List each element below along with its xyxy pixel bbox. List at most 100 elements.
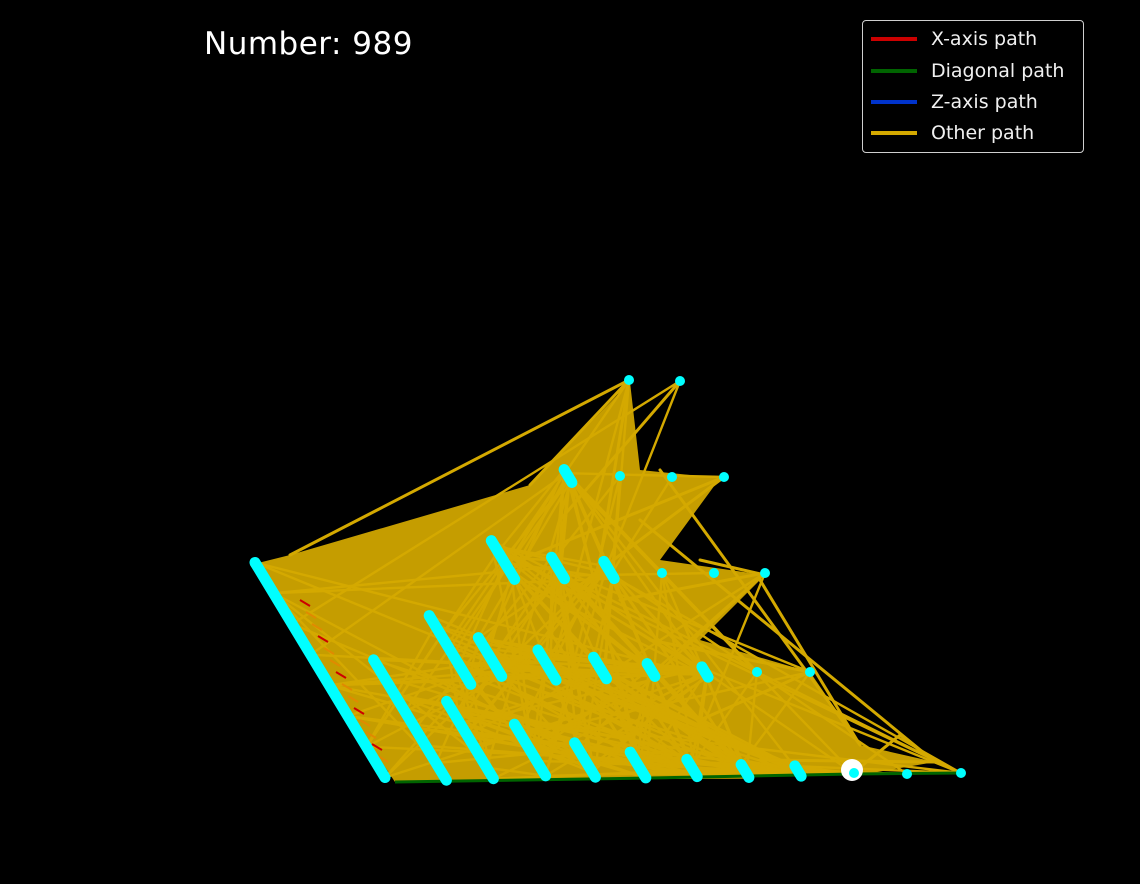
legend-swatch-other bbox=[871, 131, 917, 135]
other-path-edge bbox=[554, 562, 694, 771]
x-axis-path-segment bbox=[347, 695, 359, 703]
other-path-edge bbox=[605, 379, 682, 568]
other-path-edge bbox=[552, 674, 797, 768]
legend-swatch-z-axis bbox=[871, 100, 917, 104]
node-point bbox=[615, 471, 625, 481]
legend-label: Z-axis path bbox=[931, 91, 1038, 113]
node-point bbox=[956, 768, 966, 778]
legend-item-z-axis: Z-axis path bbox=[871, 87, 1038, 117]
other-path-edge bbox=[618, 571, 767, 602]
x-axis-path-segment bbox=[311, 623, 323, 631]
other-path-edge bbox=[457, 561, 506, 666]
node-column bbox=[624, 746, 652, 784]
other-path-edge bbox=[698, 558, 767, 577]
node-markers bbox=[249, 375, 966, 786]
legend-item-other: Other path bbox=[871, 118, 1034, 148]
other-path-edge bbox=[493, 544, 706, 673]
other-path-edge bbox=[561, 571, 716, 577]
node-column bbox=[789, 760, 807, 782]
x-axis-path-segment bbox=[341, 683, 353, 691]
node-column bbox=[532, 644, 562, 686]
other-path-edge bbox=[691, 768, 747, 774]
other-path-edge bbox=[272, 592, 585, 759]
other-path-edge bbox=[428, 614, 797, 768]
other-path-edge bbox=[698, 670, 812, 722]
node-point bbox=[657, 568, 667, 578]
node-column bbox=[368, 654, 452, 786]
path-edges bbox=[250, 378, 963, 782]
x-axis-path-segment bbox=[353, 707, 365, 715]
other-path-edge bbox=[745, 670, 759, 775]
node-column bbox=[423, 610, 477, 690]
other-path-edge bbox=[565, 472, 704, 670]
other-path-edge bbox=[528, 378, 631, 487]
legend-swatch-x-axis bbox=[871, 37, 917, 41]
other-path-edge bbox=[690, 670, 759, 768]
x-axis-path-segment bbox=[335, 671, 347, 679]
node-point bbox=[805, 667, 815, 677]
other-path-edge bbox=[602, 560, 743, 766]
node-point bbox=[709, 568, 719, 578]
node-column bbox=[558, 464, 578, 488]
x-axis-path-segment bbox=[329, 659, 341, 667]
other-path-edge bbox=[638, 518, 937, 764]
other-path-edge bbox=[503, 561, 647, 780]
other-path-edge bbox=[558, 379, 682, 522]
node-column bbox=[681, 753, 703, 783]
x-axis-path-segment bbox=[317, 635, 329, 643]
node-point bbox=[667, 472, 677, 482]
other-path-edge bbox=[382, 675, 693, 768]
x-axis-path-segment bbox=[371, 743, 383, 751]
other-path-edge bbox=[500, 556, 555, 562]
other-path-edge bbox=[485, 479, 572, 769]
other-path-edge bbox=[541, 657, 699, 778]
other-path-edge bbox=[561, 574, 650, 667]
other-path-edge bbox=[633, 758, 800, 773]
other-path-edge bbox=[309, 653, 550, 669]
node-column bbox=[696, 661, 714, 683]
other-path-edge bbox=[496, 550, 655, 676]
node-point bbox=[624, 375, 634, 385]
x-axis-path-segment bbox=[299, 599, 311, 607]
other-path-edge bbox=[701, 667, 963, 775]
other-path-edge bbox=[518, 475, 726, 562]
x-axis-path-segment bbox=[359, 719, 371, 727]
node-point bbox=[752, 667, 762, 677]
x-axis-path-segment bbox=[377, 755, 389, 763]
other-path-edge bbox=[565, 472, 726, 479]
other-path-edge bbox=[526, 745, 591, 769]
other-path-edge bbox=[598, 378, 631, 562]
chart-title: Number: 989 bbox=[204, 26, 413, 62]
other-path-edge bbox=[365, 624, 437, 748]
other-path-edge bbox=[558, 475, 726, 602]
other-path-edge bbox=[610, 475, 674, 575]
legend-label: Other path bbox=[931, 122, 1035, 144]
node-column bbox=[641, 658, 661, 682]
other-path-edge bbox=[648, 638, 812, 674]
node-column bbox=[441, 695, 499, 785]
other-path-edge bbox=[328, 684, 647, 780]
legend-swatch-diagonal bbox=[871, 69, 917, 73]
other-path-edge bbox=[487, 653, 800, 773]
node-point bbox=[760, 568, 770, 578]
node-column bbox=[546, 551, 570, 585]
other-path-edge bbox=[365, 634, 443, 748]
x-axis-path-segment bbox=[323, 647, 335, 655]
other-path-edge bbox=[485, 766, 547, 777]
node-column bbox=[598, 555, 620, 585]
x-axis-path-segment bbox=[305, 611, 317, 619]
other-path-edge bbox=[309, 472, 568, 656]
other-path-edge bbox=[451, 653, 634, 757]
other-path-edge bbox=[290, 379, 682, 626]
node-point bbox=[719, 472, 729, 482]
other-path-edge bbox=[445, 378, 631, 647]
other-path-edge bbox=[531, 477, 571, 755]
node-column bbox=[508, 718, 552, 782]
legend: X-axis path Diagonal path Z-axis path Ot… bbox=[862, 20, 1084, 153]
node-column bbox=[485, 535, 521, 585]
other-path-edge bbox=[490, 562, 557, 661]
other-path-edge bbox=[272, 592, 438, 765]
other-path-edge bbox=[658, 468, 862, 747]
